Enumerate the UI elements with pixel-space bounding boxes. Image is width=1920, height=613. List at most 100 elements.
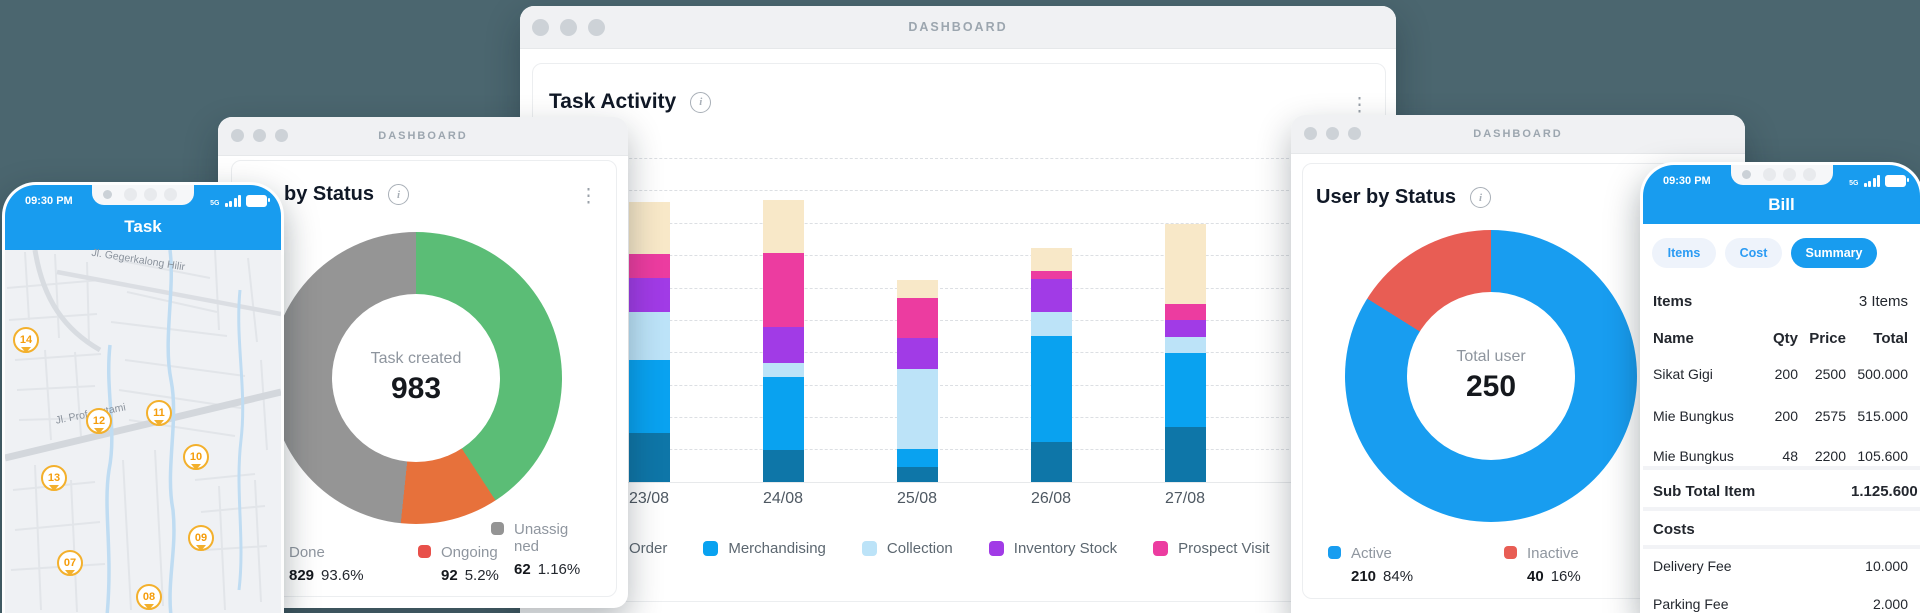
map-marker-07[interactable]: 07 <box>57 550 83 576</box>
legend-item[interactable]: Inventory Stock <box>988 540 1117 557</box>
bar-segment <box>1031 442 1072 482</box>
section-divider <box>1643 545 1920 549</box>
legend-percent: 16% <box>1550 568 1581 585</box>
card-title: User by Status <box>1316 186 1457 208</box>
cell: Costs <box>1653 521 1695 538</box>
legend-label: Inactive <box>1527 545 1579 562</box>
legend-item[interactable]: Prospect Visit <box>1153 540 1270 557</box>
speaker-dot-icon <box>1802 168 1816 181</box>
window-controls[interactable] <box>532 19 605 36</box>
bar-segment <box>1165 224 1206 304</box>
legend-label: Order <box>629 540 668 557</box>
bar-segment <box>897 338 938 369</box>
donut-center-label: Task created <box>370 350 462 367</box>
bar-segment <box>1165 320 1206 337</box>
phone-screen-title: Task <box>124 217 162 236</box>
bar-segment <box>1165 304 1206 320</box>
cell: 2200 <box>1814 448 1846 464</box>
bar-segment <box>763 450 804 482</box>
cost-row: Parking Fee 2.000 <box>1643 596 1920 613</box>
tab-summary[interactable]: Summary <box>1791 238 1877 268</box>
traffic-dot-icon[interactable] <box>253 129 266 142</box>
user-status-donut: Total user 250 <box>1345 230 1637 522</box>
cell: Parking Fee <box>1653 596 1729 612</box>
info-icon[interactable]: i <box>388 184 410 205</box>
window-task-by-status: DASHBOARD by Status i ⋮ Task created 983… <box>218 117 628 608</box>
bar-segment <box>763 363 804 377</box>
bar-segment <box>897 280 938 298</box>
map-marker-08[interactable]: 08 <box>136 584 162 610</box>
traffic-dot-icon[interactable] <box>231 129 244 142</box>
map-streets <box>5 250 281 613</box>
window-task-activity: DASHBOARD Task Activity i ⋮ 23/08 24/08 25… <box>520 6 1396 613</box>
tab-items[interactable]: Items <box>1652 238 1716 268</box>
map-marker-10[interactable]: 10 <box>183 444 209 470</box>
legend-item[interactable]: Done 829 93.6% <box>289 544 364 584</box>
cost-row: Delivery Fee 10.000 <box>1643 558 1920 576</box>
map-marker-11[interactable]: 11 <box>146 400 172 426</box>
traffic-dot-icon[interactable] <box>588 19 605 36</box>
traffic-dot-icon[interactable] <box>275 129 288 142</box>
cell: Mie Bungkus <box>1653 408 1734 424</box>
cell: 1.125.600 <box>1851 483 1918 500</box>
cell: 200 <box>1774 408 1798 424</box>
traffic-dot-icon[interactable] <box>1326 127 1339 140</box>
kebab-menu-icon[interactable]: ⋮ <box>1350 95 1369 116</box>
legend-swatch-icon <box>1504 546 1517 559</box>
phone-header: 09:30 PM 5G Bill <box>1643 165 1920 224</box>
cell: Price <box>1809 330 1846 347</box>
window-controls[interactable] <box>231 129 288 142</box>
table-header-row: Name Qty Price Total <box>1643 330 1920 348</box>
map-view[interactable]: Jl. Gegerkalong Hilir Jl. Prof. Sutami 14 1… <box>5 247 281 613</box>
traffic-dot-icon[interactable] <box>1348 127 1361 140</box>
bar-segment <box>1165 337 1206 353</box>
bar-segment <box>1031 312 1072 336</box>
x-axis-label: 24/08 <box>762 490 804 507</box>
window-controls[interactable] <box>1304 127 1361 140</box>
legend-item[interactable]: Ongoing 92 5.2% <box>418 544 499 584</box>
status-icons: 5G <box>210 195 270 207</box>
traffic-dot-icon[interactable] <box>560 19 577 36</box>
legend-item[interactable]: Inactive 40 16% <box>1504 545 1581 585</box>
gridline <box>549 190 1309 191</box>
subtotal-row: Sub Total Item 1.125.600 <box>1643 483 1920 501</box>
cell: 105.600 <box>1857 448 1908 464</box>
map-marker-13[interactable]: 13 <box>41 465 67 491</box>
kebab-menu-icon[interactable]: ⋮ <box>579 186 598 207</box>
cell: Mie Bungkus <box>1653 448 1734 464</box>
bar-segment <box>1031 279 1072 312</box>
legend-percent: 84% <box>1383 568 1414 585</box>
legend-item[interactable]: Merchandising <box>703 540 826 557</box>
info-icon[interactable]: i <box>690 91 712 113</box>
legend-item[interactable]: Unassigned 62 1.16% <box>491 521 580 578</box>
map-marker-12[interactable]: 12 <box>86 408 112 434</box>
section-divider <box>1643 507 1920 511</box>
x-axis-label: 25/08 <box>896 490 938 507</box>
info-icon[interactable]: i <box>1470 187 1492 208</box>
status-time: 09:30 PM <box>25 195 73 207</box>
map-marker-14[interactable]: 14 <box>13 327 39 353</box>
cell: 500.000 <box>1857 366 1908 382</box>
map-marker-09[interactable]: 09 <box>188 525 214 551</box>
bar-segment <box>629 312 670 360</box>
traffic-dot-icon[interactable] <box>532 19 549 36</box>
legend-item[interactable]: Active 210 84% <box>1328 545 1413 585</box>
donut-center-value: 250 <box>1465 370 1517 403</box>
legend-value: 829 <box>289 567 315 584</box>
donut-center-label: Total user <box>1456 348 1526 365</box>
traffic-dot-icon[interactable] <box>1304 127 1317 140</box>
legend-values: 92 5.2% <box>441 567 499 584</box>
speaker-dot-icon <box>1782 168 1796 181</box>
legend-values: 829 93.6% <box>289 567 364 584</box>
cell: 2500 <box>1814 366 1846 382</box>
legend-value: 92 <box>441 567 458 584</box>
legend-item[interactable]: Collection <box>861 540 953 557</box>
bar-segment <box>1031 248 1072 271</box>
legend-values: 62 1.16% <box>514 561 580 578</box>
costs-section-header: Costs <box>1643 521 1920 539</box>
x-axis-label: 23/08 <box>628 490 670 507</box>
window-titlebar: DASHBOARD <box>1291 115 1745 154</box>
donut-center-value: 983 <box>390 372 442 405</box>
tab-cost[interactable]: Cost <box>1725 238 1782 268</box>
network-5g-label: 5G <box>210 200 220 207</box>
